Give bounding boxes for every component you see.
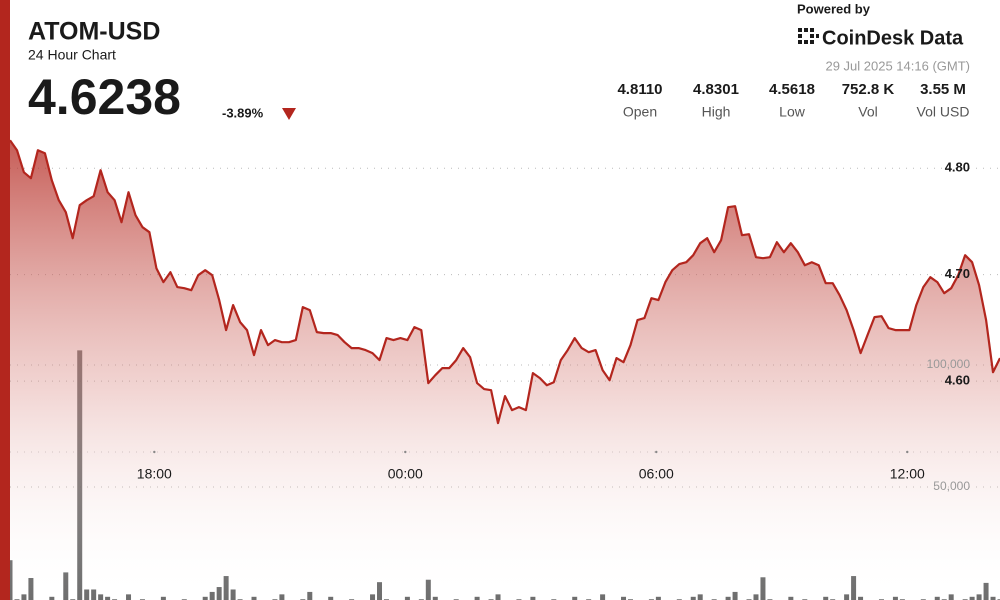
stat-label: Vol USD — [917, 104, 970, 120]
y-tick-label: 4.70 — [945, 266, 970, 281]
x-tick-mark — [404, 450, 407, 454]
accent-bar — [0, 0, 10, 600]
stats: 4.8110 Open 4.8301 High 4.5618 Low 752.8 K Vol 3… — [617, 81, 969, 120]
stat-label: Open — [623, 104, 657, 120]
down-arrow — [282, 108, 296, 120]
x-tick-mark — [655, 450, 658, 454]
x-tick-mark — [906, 450, 909, 454]
brand: CoinDesk Data — [822, 27, 964, 49]
y2-tick-label: 100,000 — [927, 357, 971, 371]
x-tick-label: 12:00 — [890, 466, 925, 482]
x-tick-label: 06:00 — [639, 466, 674, 482]
plot-area: 4.80 4.70 4.60 100,000 50,000 18:00 00:00 06:00… — [7, 139, 1000, 600]
change: -3.89% — [222, 105, 264, 120]
brand-icon — [798, 28, 819, 44]
timestamp: 29 Jul 2025 14:16 (GMT) — [825, 58, 970, 73]
price-line — [9, 139, 1000, 425]
subtitle: 24 Hour Chart — [28, 47, 116, 63]
stat-label: Vol — [858, 104, 877, 120]
price: 4.6238 — [28, 69, 181, 125]
symbol: ATOM-USD — [28, 18, 160, 46]
x-tick-mark — [153, 450, 156, 454]
y-tick-label: 4.60 — [945, 373, 970, 388]
y2-tick-label: 50,000 — [933, 479, 970, 493]
y-tick-label: 4.80 — [945, 160, 970, 175]
price-area — [10, 140, 1000, 600]
x-tick-label: 18:00 — [137, 466, 172, 482]
powered-by: Powered by — [797, 1, 871, 16]
stat-value: 3.55 M — [920, 81, 966, 98]
stat-value: 4.8301 — [693, 81, 739, 98]
stat-value: 4.5618 — [769, 81, 815, 98]
stat-label: Low — [779, 104, 806, 120]
x-tick-label: 00:00 — [388, 466, 423, 482]
stat-value: 4.8110 — [617, 81, 662, 98]
stat-value: 752.8 K — [842, 81, 895, 98]
stat-label: High — [702, 104, 731, 120]
